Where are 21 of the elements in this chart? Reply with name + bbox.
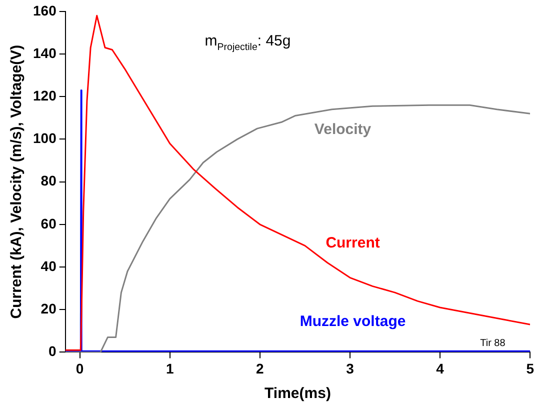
y-tick-label: 140 — [33, 44, 57, 61]
x-tick-label: 1 — [166, 360, 174, 376]
y-tick-label: 0 — [48, 343, 57, 360]
x-axis-title: Time(ms) — [264, 385, 331, 402]
x-tick-label: 0 — [76, 360, 84, 376]
y-tick-label: 100 — [33, 130, 57, 146]
series-label: Current — [326, 234, 380, 252]
x-tick-label: 3 — [346, 360, 354, 376]
y-tick-label: 60 — [40, 215, 57, 232]
series-label: Velocity — [314, 121, 372, 138]
x-tick-label: 4 — [436, 360, 444, 376]
y-tick-label: 120 — [33, 87, 57, 104]
y-tick-label: 20 — [40, 300, 57, 316]
y-tick-label: 80 — [40, 172, 57, 189]
series-label: Muzzle voltage — [300, 312, 406, 330]
y-tick-label: 40 — [40, 258, 57, 274]
x-tick-label: 5 — [526, 360, 534, 376]
y-tick-label: 160 — [33, 2, 57, 18]
x-tick-label: 2 — [256, 360, 264, 376]
annotation: Tir 88 — [480, 338, 506, 349]
y-axis-title: Current (kA), Velocity (m/s), Voltage(V) — [8, 44, 26, 319]
